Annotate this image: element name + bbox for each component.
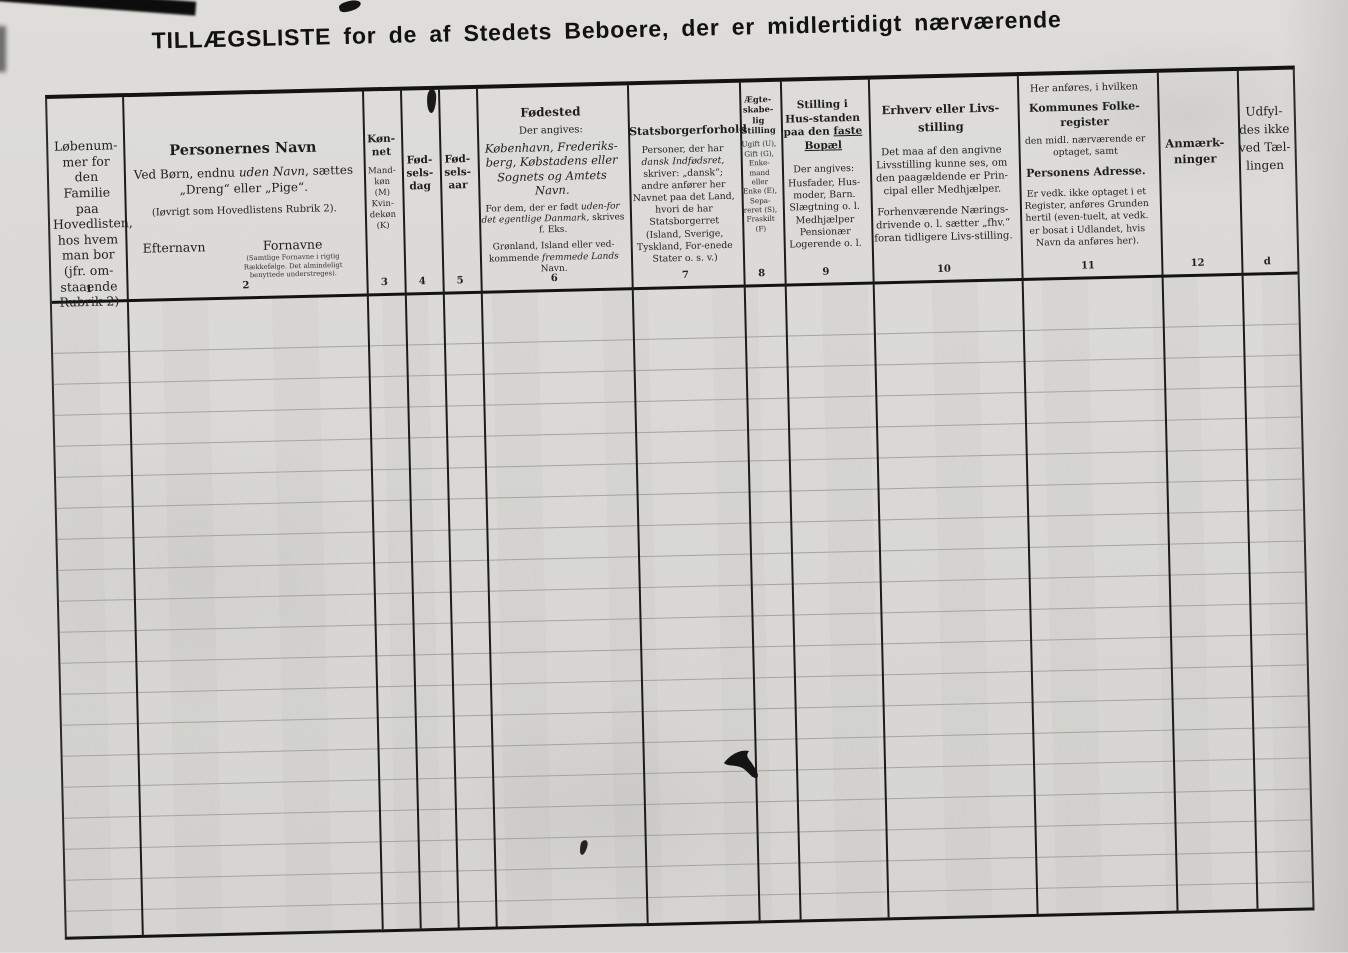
column-description: den midl. nærværende er optaget, samt <box>1024 132 1146 159</box>
surname-label: Efternavn <box>142 239 206 256</box>
column-description: Løbenum-mer for den Familie paa Hovedlis… <box>52 137 133 310</box>
column-number: 11 <box>1080 260 1096 272</box>
column-note: Er vedk. ikke optaget i et Register, anf… <box>1024 186 1149 249</box>
header-col-person-name: Personernes Navn Ved Børn, endnu uden Na… <box>122 92 366 300</box>
column-number: 3 <box>380 276 389 289</box>
column-intro: Her anføres, i hvilken <box>1029 81 1139 95</box>
column-description: Mand-køn (M) Kvin-dekøn (K) <box>367 165 397 232</box>
column-title: Fød-sels-aar <box>444 153 472 192</box>
column-title: Stilling i Hus-standen paa den faste Bop… <box>783 98 863 153</box>
column-description: Husfader, Hus-moder, Barn. Slægtning o. … <box>787 176 862 251</box>
column-description: København, Frederiks-berg, Købstadens el… <box>484 138 618 198</box>
column-note: (Iøvrigt som Hovedlistens Rubrik 2). <box>151 203 337 219</box>
column-description: Ved Børn, endnu uden Navn, sættes „Dreng… <box>133 162 354 197</box>
header-col-citizenship: Statsborgerforhold Personer, der har dan… <box>625 83 748 288</box>
column-number: d <box>1263 256 1271 268</box>
column-title: Ægte-skabe-lig Stilling <box>741 93 776 136</box>
column-title: Udfyl-des ikke ved Tæl-lingen <box>1238 103 1291 173</box>
column-number: 1 <box>85 283 93 296</box>
column-number: 7 <box>681 269 689 282</box>
photo-edge-smudge <box>0 26 6 72</box>
column-description: Personer, der har dansk Indfødsret, skri… <box>632 143 735 265</box>
column-number: 8 <box>758 268 766 280</box>
column-number: 5 <box>456 275 464 287</box>
header-col-remarks: Anmærk-ninger <box>1153 71 1237 275</box>
column-number: 12 <box>1190 257 1205 270</box>
column-number: 9 <box>822 266 830 278</box>
column-note: Forhenværende Nærings-drivende o. l. sæt… <box>874 204 1013 245</box>
column-note: For dem, der er født uden-for det egentl… <box>481 200 625 236</box>
header-col-household-position: Stilling i Hus-standen paa den faste Bop… <box>778 80 870 284</box>
header-col-family-number: Løbenum-mer for den Familie paa Hovedlis… <box>47 97 133 310</box>
column-description: Det maa af den angivne Livsstilling kunn… <box>875 144 1009 198</box>
column-title: Erhverv eller Livs-stilling <box>881 100 1000 135</box>
column-number: 4 <box>418 276 426 288</box>
column-description: Ugift (U), Gift (G), Enke-mand eller Enk… <box>741 139 778 233</box>
column-title: Køn-net <box>367 132 396 158</box>
table-body <box>51 274 1313 939</box>
ink-blot-bird-icon <box>724 750 758 779</box>
table-header: Løbenum-mer for den Familie paa Hovedlis… <box>47 69 1298 310</box>
column-intro: Der angives: <box>518 124 583 137</box>
header-col-occupation: Erhverv eller Livs-stilling Det maa af d… <box>866 76 1019 281</box>
column-intro: Der angives: <box>793 162 855 175</box>
firstnames-note: (Samtlige Fornavne i rigtig Rækkefølge. … <box>243 252 343 280</box>
page-title: TILLÆGSLISTE for de af Stedets Beboere, … <box>151 6 1062 54</box>
name-sublabels: Efternavn Fornavne (Samtlige Fornavne i … <box>128 236 362 283</box>
census-form-table: Løbenum-mer for den Familie paa Hovedlis… <box>45 65 1315 940</box>
firstnames-label: Fornavne (Samtlige Fornavne i rigtig Ræk… <box>228 236 359 281</box>
header-col-population-register: Her anføres, i hvilken Kommunes Folke-re… <box>1014 73 1158 278</box>
column-title: Anmærk-ninger <box>1165 135 1225 166</box>
column-title: Kommunes Folke-register <box>1028 99 1140 130</box>
column-title: Fødested <box>520 104 581 120</box>
header-col-birthplace: Fødested Der angives: København, Frederi… <box>475 85 630 290</box>
column-title: Statsborgerforhold <box>628 122 748 139</box>
column-title: Personernes Navn <box>169 138 317 160</box>
address-title: Personens Adresse. <box>1025 164 1146 180</box>
column-title: Fød-sels-dag <box>406 153 434 193</box>
